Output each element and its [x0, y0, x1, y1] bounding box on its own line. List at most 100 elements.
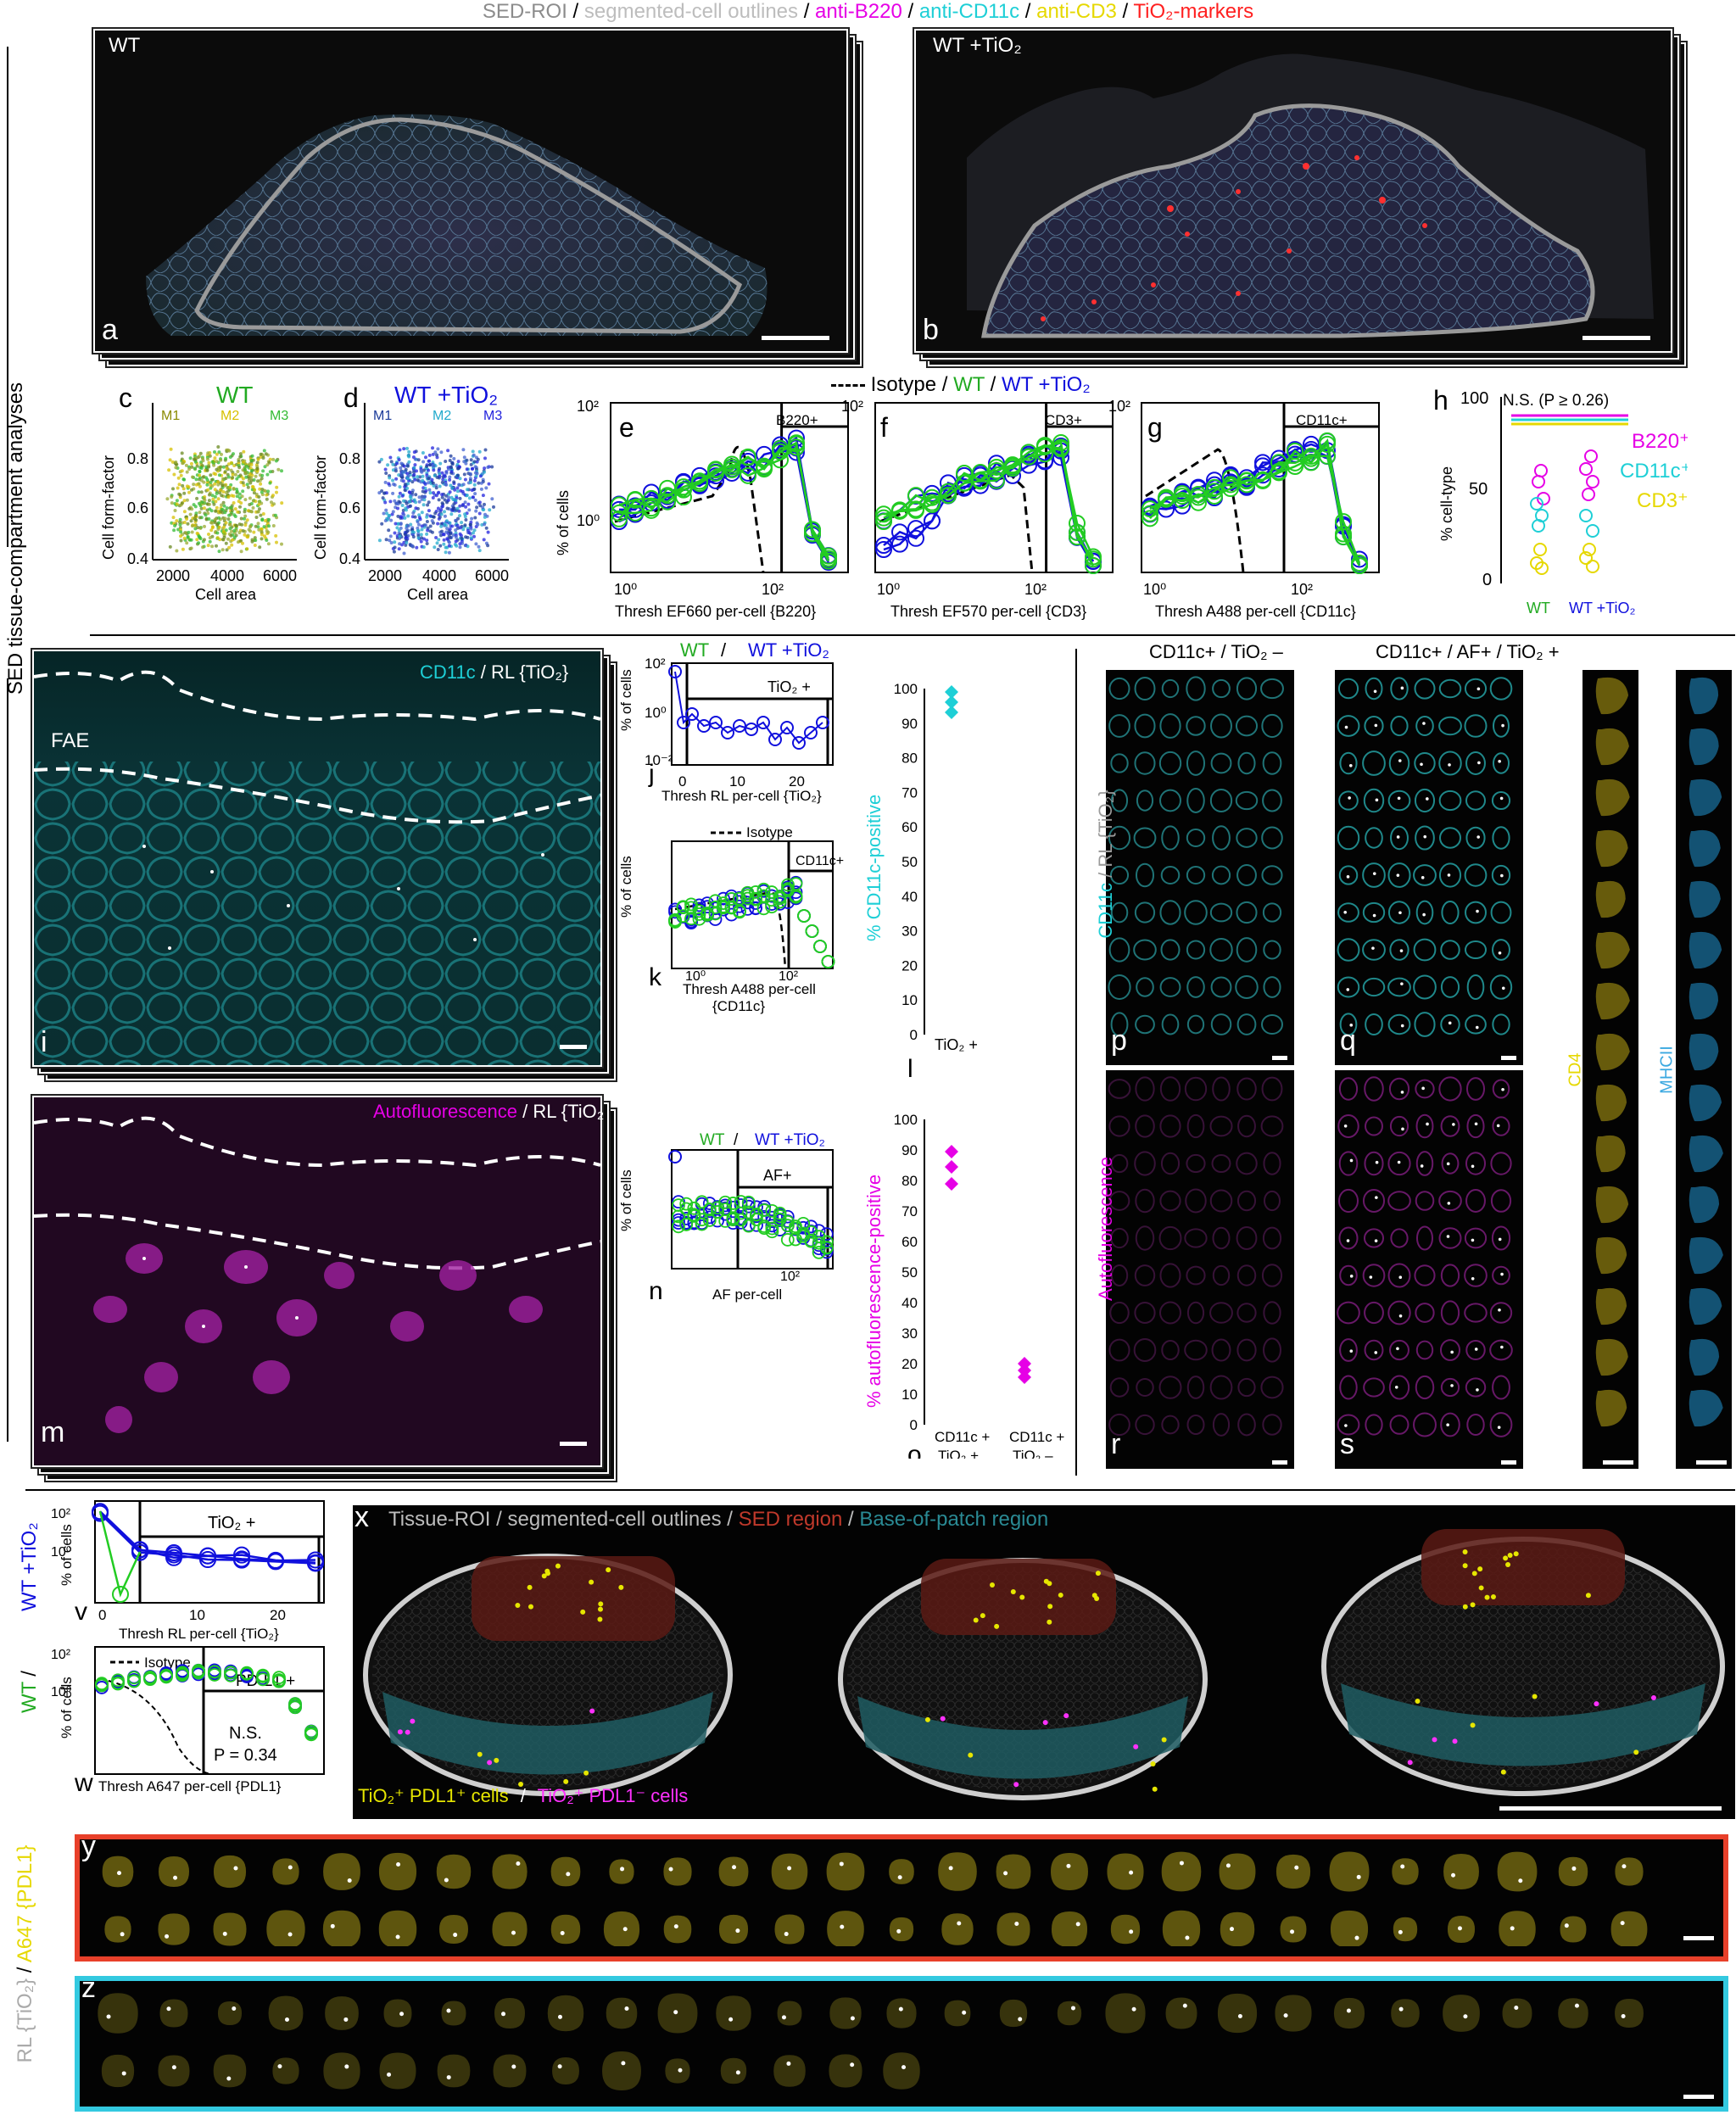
series-marker [773, 895, 787, 909]
scatter-point [377, 491, 382, 495]
scatter-point [190, 488, 193, 492]
tio2-spot [1498, 1237, 1502, 1242]
panel-r-grid [1106, 1070, 1294, 1469]
tio2-pdl1-pos-cell [1490, 1593, 1496, 1599]
cell-thumbnail [1464, 1227, 1488, 1249]
scatter-point [472, 453, 476, 457]
scatter-point [253, 488, 257, 492]
cell-thumbnail [1210, 752, 1232, 774]
series-marker [711, 1201, 724, 1215]
cell-thumbnail [1260, 678, 1284, 700]
cell-thumbnail [1339, 1338, 1358, 1362]
scatter-point [247, 527, 251, 532]
scatter-point [264, 519, 267, 522]
scatter-point [194, 518, 198, 522]
panel-t-label: CD4 [1566, 1052, 1585, 1087]
scatter-c [165, 445, 284, 554]
cell-thumbnail [889, 1859, 914, 1884]
series-marker [726, 1216, 740, 1230]
tio2-spot [1448, 1021, 1452, 1025]
top-legend-item: SED-ROI [482, 0, 567, 23]
scatter-point [226, 489, 231, 494]
cell-thumbnail [1492, 939, 1510, 961]
series-marker [1004, 460, 1021, 477]
series-marker [1270, 449, 1287, 467]
scatter-point [206, 511, 210, 516]
tio2-spot [1129, 1929, 1134, 1934]
cell-thumbnail [492, 1854, 527, 1889]
scatter-point [235, 488, 238, 491]
h-point [1532, 475, 1545, 488]
scatter-point [221, 500, 226, 505]
cell-thumbnail [323, 1853, 360, 1890]
series-marker [780, 1233, 795, 1247]
tio2-spot [1447, 873, 1451, 877]
scatter-point [454, 535, 458, 539]
cell-thumbnail [1159, 900, 1181, 925]
cell-thumbnail [1490, 901, 1512, 924]
svg-text:WT +TiO₂: WT +TiO₂ [748, 639, 829, 661]
scatter-point [473, 498, 477, 502]
tio2-spot [1372, 872, 1376, 875]
scatter-point [260, 527, 263, 531]
scatter-point [411, 511, 416, 515]
panels-v-w: WT/ WT +TiO₂ 10² 10⁰ % of cells TiO₂ + v… [18, 1500, 325, 1797]
cell-thumbnail [1186, 676, 1206, 701]
scatter-point [260, 473, 265, 477]
scatter-point [209, 481, 213, 484]
scatter-point [198, 455, 201, 459]
cell-thumbnail [1465, 901, 1487, 924]
series-marker [1142, 505, 1158, 522]
tio2-spot [735, 1928, 740, 1934]
cell-thumbnail [213, 2054, 247, 2088]
scatter-point [224, 541, 228, 545]
tio2-spot [1448, 763, 1451, 767]
tio2-spot [897, 1875, 902, 1880]
scatter-point [425, 515, 429, 519]
series-marker [672, 1216, 685, 1230]
scatter-point [179, 539, 183, 543]
scatter-point [421, 503, 426, 507]
cell-thumbnail [1134, 901, 1156, 924]
cell-thumbnail [1134, 751, 1156, 775]
scatter-point [397, 458, 401, 462]
cell-thumbnail [1414, 1264, 1436, 1286]
scatter-point [266, 489, 271, 494]
scatter-point [393, 531, 397, 535]
panel-j-xlabel: Thresh RL per-cell {TiO₂} [661, 788, 822, 804]
panel-q-letter: q [1340, 1024, 1356, 1057]
plot-frame [94, 1646, 325, 1775]
scatter-point [245, 547, 249, 551]
scatter-point [437, 538, 441, 542]
svg-text:6000: 6000 [475, 567, 509, 584]
tio2-pdl1-pos-cell [1478, 1585, 1484, 1591]
scatter-point [425, 520, 429, 523]
scatter-point [229, 533, 233, 538]
scatter-point [249, 476, 254, 480]
scatter-point [215, 460, 219, 464]
scatter-point [209, 477, 214, 482]
scatter-point [182, 521, 187, 524]
tio2-cell [1161, 1737, 1167, 1743]
scatter-point [203, 524, 206, 528]
series-marker [749, 885, 762, 899]
scatter-point [213, 494, 217, 499]
cell-thumbnail [1689, 1186, 1720, 1224]
scatter-point [433, 473, 437, 477]
scatter-point [445, 506, 449, 511]
cell-thumbnail [1388, 1077, 1410, 1101]
scatter-point [208, 539, 212, 544]
scatter-point [208, 493, 211, 497]
scatter-point [405, 527, 409, 530]
scatter-point [228, 455, 232, 459]
tio2-spot [898, 2006, 903, 2012]
tio2-spot [1501, 986, 1505, 991]
series-marker [750, 1213, 763, 1226]
series-marker [816, 716, 829, 729]
scatter-point [404, 535, 408, 539]
series-marker [659, 479, 676, 497]
svg-text:10⁰: 10⁰ [614, 581, 637, 598]
panel-b-title: WT +TiO₂ [933, 34, 1022, 57]
panel-g-gate: CD11c+ [1296, 412, 1348, 428]
scatter-point [208, 536, 212, 540]
